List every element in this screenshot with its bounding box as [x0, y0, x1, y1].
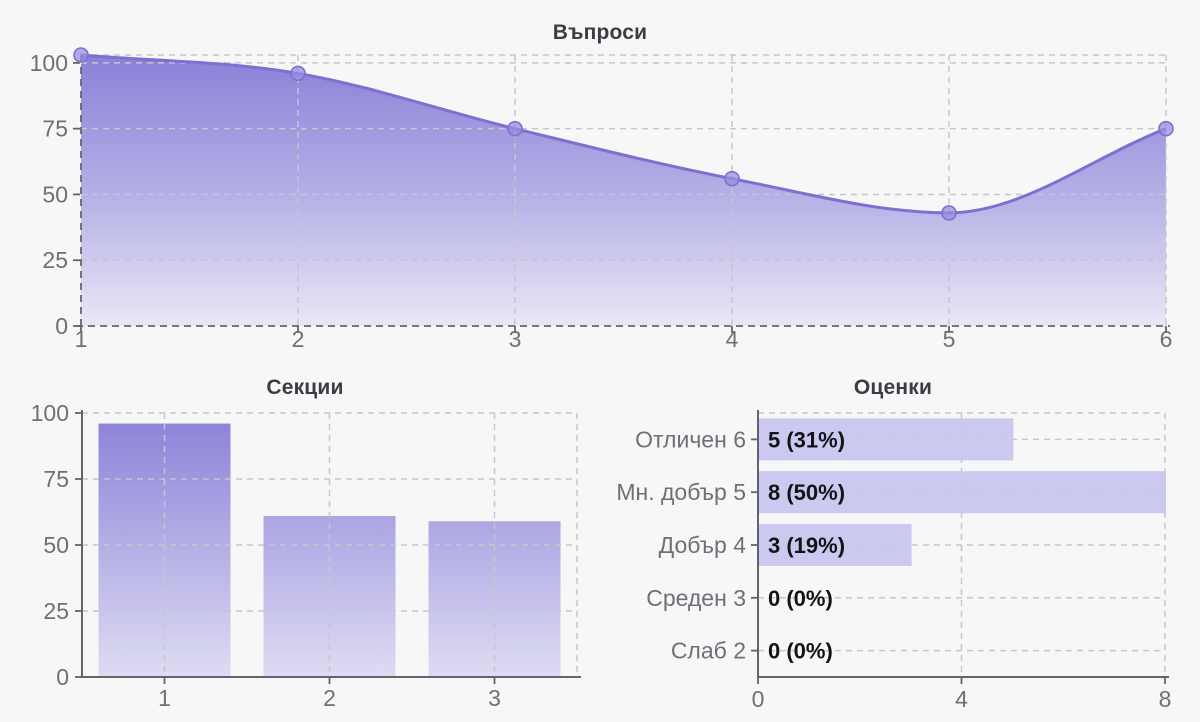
y-tick-label: 0 [56, 664, 69, 690]
x-tick-label: 2 [292, 326, 305, 352]
data-point [941, 205, 957, 221]
x-tick-label: 3 [509, 326, 522, 352]
sections-bar-chart: 0 25 50 75 100 1 2 3 [31, 400, 581, 711]
x-tick-label: 1 [75, 326, 88, 352]
category-label: Отличен 6 [635, 426, 746, 452]
tick-marks [75, 412, 496, 684]
value-label: 5 (31%) [768, 427, 845, 452]
data-point [290, 65, 306, 82]
y-tick-label: 25 [43, 598, 69, 624]
questions-area-chart: 0 25 50 75 100 1 2 3 4 5 6 [30, 47, 1174, 352]
value-label: 3 (19%) [768, 533, 845, 558]
category-label: Среден 3 [646, 585, 746, 611]
bar [263, 515, 396, 677]
data-point [507, 120, 523, 137]
axis-labels: 0 25 50 75 100 1 2 3 4 5 6 [30, 50, 1173, 352]
x-tick-label: 0 [752, 686, 765, 712]
x-tick-label: 4 [955, 686, 968, 712]
grid [82, 412, 578, 677]
value-label: 8 (50%) [768, 480, 845, 505]
value-labels: 5 (31%) 8 (50%) 3 (19%) 0 (0%) 0 (0%) [768, 427, 845, 663]
category-label: Слаб 2 [671, 638, 746, 664]
area-fill [81, 55, 1166, 326]
x-tick-label: 6 [1160, 326, 1173, 352]
tick-marks [751, 438, 1166, 684]
y-tick-label: 50 [42, 181, 68, 207]
questions-chart-title: Въпроси [552, 21, 648, 44]
bar [759, 524, 912, 566]
data-point [724, 170, 740, 187]
y-tick-label: 25 [42, 247, 68, 273]
y-tick-label: 75 [42, 116, 68, 142]
bar [759, 418, 1014, 461]
y-tick-label: 75 [43, 466, 69, 492]
x-tick-label: 3 [488, 685, 501, 711]
data-points [73, 47, 1174, 221]
x-tick-label: 5 [943, 326, 956, 352]
bars [759, 418, 1166, 566]
bars [98, 423, 561, 677]
bar [759, 471, 1166, 514]
tick-marks [73, 61, 1167, 333]
sections-chart-title: Секции [266, 376, 344, 399]
x-tick-label: 1 [158, 685, 171, 711]
x-tick-label: 4 [726, 326, 739, 352]
value-label: 0 (0%) [768, 586, 833, 611]
y-tick-label: 100 [30, 50, 68, 76]
grades-chart-title: Оценки [853, 376, 933, 399]
x-tick-label: 8 [1159, 686, 1172, 712]
y-tick-label: 100 [31, 400, 69, 426]
grid [76, 54, 1170, 327]
category-label: Мн. добър 5 [616, 479, 746, 505]
axis-labels: 0 4 8 Отличен 6 Мн. добър 5 Добър 4 Среден 3 Сл… [616, 426, 1171, 712]
y-tick-label: 0 [55, 313, 68, 339]
value-label: 0 (0%) [768, 639, 833, 664]
axis-labels: 0 25 50 75 100 1 2 3 [31, 400, 501, 711]
data-point [73, 47, 89, 63]
category-label: Добър 4 [659, 532, 747, 558]
line-series [80, 53, 1167, 215]
grades-horizontal-bar-chart: 0 4 8 Отличен 6 Мн. добър 5 Добър 4 Среден 3 Сл… [616, 410, 1171, 712]
x-tick-label: 2 [323, 685, 336, 711]
data-point [1158, 120, 1174, 137]
y-tick-label: 50 [43, 532, 69, 558]
